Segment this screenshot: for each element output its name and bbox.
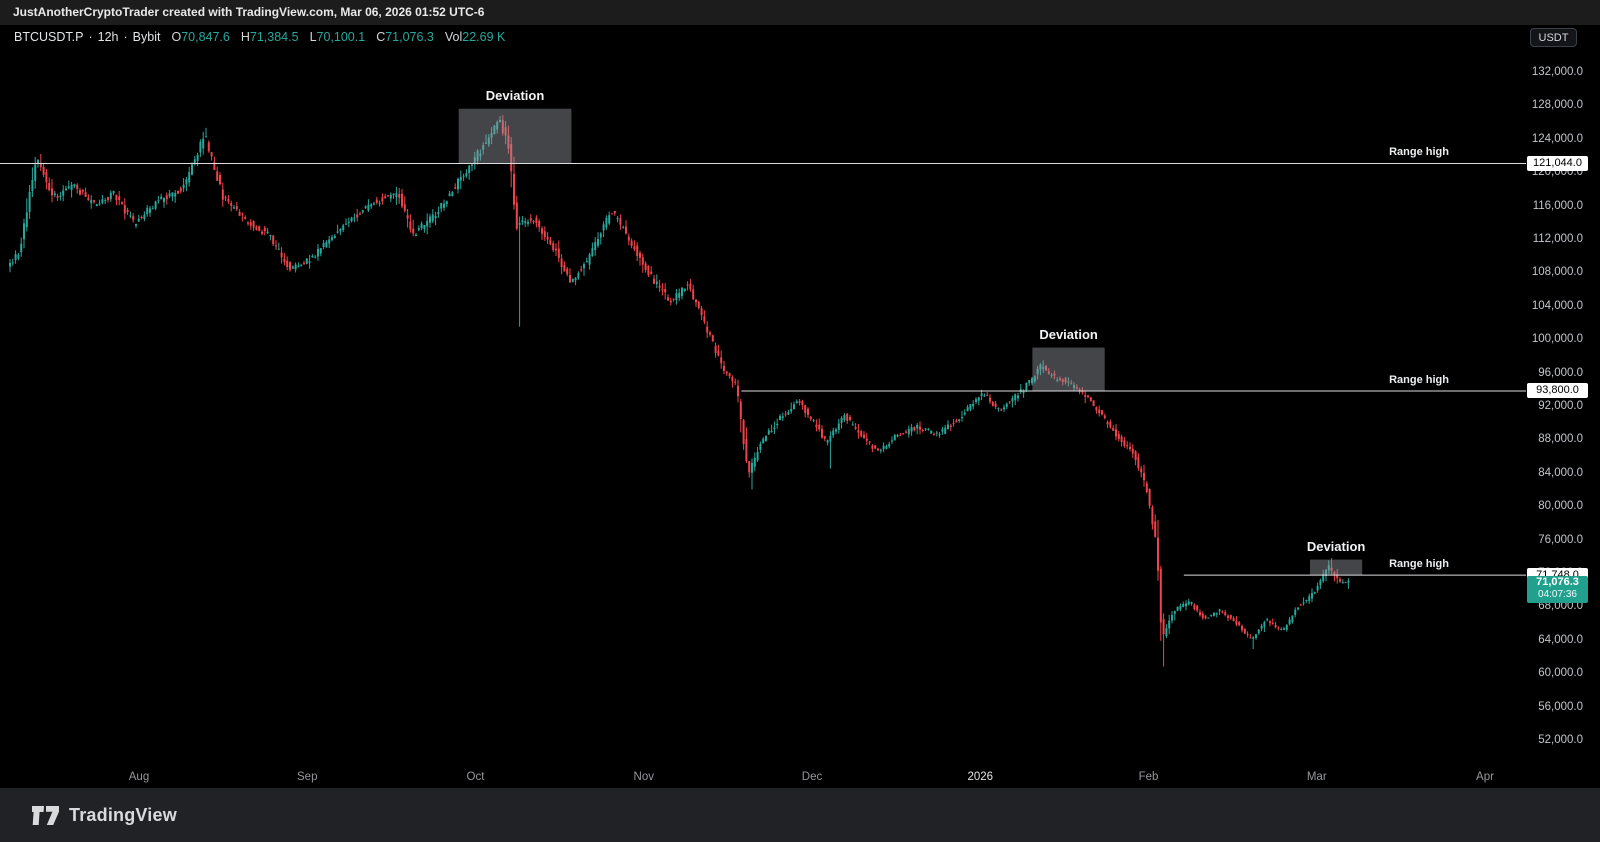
time-axis[interactable]: Aug Sep Oct Nov Dec 2026 Feb Mar Apr (0, 763, 1526, 788)
attribution-text: JustAnotherCryptoTrader created with Tra… (13, 5, 485, 19)
price-tick-label: 100,000.0 (1531, 333, 1583, 346)
range-high-label-1[interactable]: Range high (1389, 146, 1449, 159)
legend-exchange: Bybit (132, 30, 161, 44)
legend-separator-2: · (123, 30, 128, 44)
time-tick-label-nov: Nov (633, 771, 654, 783)
legend-high-value: 71,384.5 (249, 30, 299, 44)
price-tick-label: 76,000.0 (1538, 533, 1583, 546)
time-tick-label-apr: Apr (1476, 771, 1494, 783)
time-tick-label-aug: Aug (128, 771, 150, 783)
price-tick-label: 80,000.0 (1538, 500, 1583, 513)
legend-low-label: L (309, 30, 317, 44)
time-tick-label-dec: Dec (801, 771, 823, 783)
tradingview-logo-text[interactable]: TradingView (69, 804, 177, 825)
price-tick-label: 116,000.0 (1532, 199, 1583, 212)
time-tick-label-sep: Sep (297, 771, 318, 783)
legend-interval: 12h (97, 30, 119, 44)
price-tick-label: 84,000.0 (1538, 466, 1583, 479)
price-tick-label: 64,000.0 (1538, 633, 1583, 646)
legend-volume-value: 22.69 K (462, 30, 506, 44)
time-tick-label-2026: 2026 (967, 771, 994, 783)
legend-open-label: O (171, 30, 182, 44)
legend-low-value: 70,100.1 (316, 30, 366, 44)
candlestick-chart-canvas[interactable] (0, 0, 1526, 788)
price-tick-label: 112,000.0 (1532, 233, 1583, 245)
price-tick-label: 96,000.0 (1538, 366, 1583, 379)
deviation-label-1[interactable]: Deviation (485, 87, 545, 103)
price-tick-label: 52,000.0 (1538, 734, 1583, 746)
range-high-price-tag-2: 93,800.0 (1527, 383, 1588, 399)
time-tick-label-oct: Oct (466, 771, 485, 783)
deviation-label-3[interactable]: Deviation (1306, 538, 1366, 554)
range-high-price-tag-1: 121,044.0 (1527, 155, 1588, 171)
price-tick-label: 132,000.0 (1531, 66, 1583, 78)
price-tick-label: 124,000.0 (1531, 132, 1583, 145)
footer-bar: TradingView (0, 788, 1600, 842)
bar-countdown: 04:07:36 (1538, 588, 1577, 600)
price-tick-label: 88,000.0 (1538, 433, 1583, 446)
chart-annotations-layer: Deviation Deviation Deviation Range high Ran… (485, 87, 1449, 571)
time-tick-label-mar: Mar (1306, 771, 1327, 783)
deviation-label-2[interactable]: Deviation (1039, 326, 1098, 342)
time-tick-label-feb: Feb (1138, 771, 1159, 783)
legend-close-label: C (376, 30, 386, 44)
attribution-bar: JustAnotherCryptoTrader created with Tra… (0, 0, 1600, 25)
range-high-label-3[interactable]: Range high (1389, 558, 1449, 571)
price-tick-label: 128,000.0 (1531, 99, 1583, 112)
legend-volume-label: Vol (444, 30, 463, 44)
symbol-legend[interactable]: BTCUSDT.P · 12h · Bybit O70,847.6 H71,384.5 L70… (14, 30, 505, 44)
price-tick-label: 68,000.0 (1538, 600, 1583, 613)
price-tick-label: 60,000.0 (1538, 667, 1583, 680)
price-tick-label: 108,000.0 (1531, 266, 1583, 279)
legend-open-value: 70,847.6 (181, 30, 230, 44)
legend-close-value: 71,076.3 (385, 30, 434, 44)
price-axis[interactable]: 132,000.0 128,000.0 124,000.0 120,000.0 116,… (1526, 0, 1600, 788)
currency-button[interactable]: USDT (1530, 28, 1577, 47)
price-tick-label: 104,000.0 (1531, 299, 1583, 312)
range-high-price-tag-2-text: 93,800.0 (1536, 384, 1579, 397)
legend-separator-1: · (88, 30, 93, 44)
legend-high-label: H (240, 30, 250, 44)
range-high-price-tag-1-text: 121,044.0 (1533, 156, 1582, 169)
last-price-value: 71,076.3 (1536, 575, 1579, 588)
tradingview-logo-icon[interactable] (32, 805, 59, 825)
price-tick-label: 56,000.0 (1538, 700, 1583, 713)
last-price-tag: 71,076.3 04:07:36 (1527, 575, 1588, 603)
price-tick-label: 92,000.0 (1538, 400, 1583, 412)
legend-symbol: BTCUSDT.P (14, 30, 84, 44)
range-high-label-2[interactable]: Range high (1389, 373, 1449, 386)
